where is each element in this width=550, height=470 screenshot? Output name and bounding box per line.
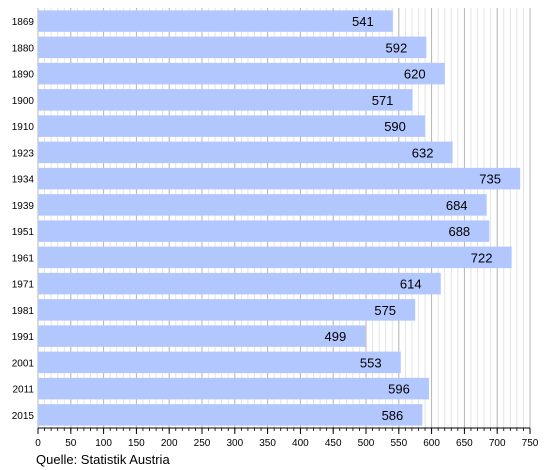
- category-label: 1934: [12, 175, 35, 186]
- x-tick-label: 150: [128, 438, 145, 449]
- bar: [38, 141, 453, 164]
- x-tick-label: 250: [194, 438, 211, 449]
- bar: [38, 246, 512, 269]
- category-label: 1951: [12, 227, 35, 238]
- data-label: 632: [412, 145, 434, 160]
- data-label: 553: [360, 355, 382, 370]
- x-tick-label: 50: [65, 438, 77, 449]
- data-label: 541: [352, 14, 374, 29]
- category-label: 1991: [12, 332, 35, 343]
- bar: [38, 325, 366, 347]
- x-axis: 0 50 100 150 200 250 300 350 400 450 500 550 600 650 7…: [35, 427, 539, 449]
- x-tick-label: 100: [95, 438, 112, 449]
- x-tick-label: 500: [358, 438, 375, 449]
- category-label: 1900: [12, 96, 35, 107]
- category-label: 1981: [12, 306, 35, 317]
- bar: [38, 377, 429, 400]
- category-label: 1971: [12, 280, 35, 291]
- x-tick-label: 300: [226, 438, 243, 449]
- category-label: 2011: [12, 385, 34, 396]
- data-label: 620: [404, 67, 426, 82]
- x-tick-label: 600: [423, 438, 440, 449]
- data-label: 722: [471, 250, 493, 265]
- bar: [38, 351, 401, 374]
- bar: [38, 10, 393, 32]
- category-label: 2001: [12, 358, 35, 369]
- x-tick-label: 350: [259, 438, 276, 449]
- bar: [38, 194, 487, 216]
- source-note: Quelle: Statistik Austria: [36, 452, 170, 467]
- bar: [38, 299, 416, 321]
- category-label: 1939: [12, 201, 35, 212]
- bar: [38, 220, 490, 242]
- category-label: 1869: [12, 17, 35, 28]
- data-label: 688: [448, 224, 470, 239]
- x-tick-label: 0: [35, 438, 41, 449]
- data-label: 596: [388, 382, 410, 397]
- bar: [38, 36, 427, 59]
- category-label: 1961: [12, 253, 35, 264]
- category-label: 1910: [12, 122, 35, 133]
- bar: [38, 272, 441, 295]
- bar: [38, 62, 445, 85]
- data-label: 592: [386, 40, 408, 55]
- bar: [38, 167, 521, 190]
- x-tick-label: 200: [161, 438, 178, 449]
- bars: 541 1869 592 1880 620 1890 571 1900 590 1910 632 19…: [12, 10, 521, 426]
- x-tick-label: 700: [489, 438, 506, 449]
- category-label: 1890: [12, 70, 35, 81]
- x-tick-label: 650: [456, 438, 473, 449]
- x-tick-label: 750: [522, 438, 539, 449]
- category-label: 2015: [12, 411, 35, 422]
- bar: [38, 89, 413, 111]
- data-label: 684: [446, 198, 468, 213]
- bar: [38, 404, 423, 426]
- data-label: 575: [374, 303, 396, 318]
- data-label: 614: [400, 277, 422, 292]
- x-tick-label: 550: [390, 438, 407, 449]
- x-tick-label: 450: [325, 438, 342, 449]
- data-label: 499: [324, 329, 346, 344]
- data-label: 590: [384, 119, 406, 134]
- x-tick-label: 400: [292, 438, 309, 449]
- bar: [38, 115, 426, 137]
- category-label: 1880: [12, 43, 35, 54]
- data-label: 586: [382, 408, 404, 423]
- data-label: 735: [479, 172, 501, 187]
- data-label: 571: [372, 93, 394, 108]
- category-label: 1923: [12, 148, 35, 159]
